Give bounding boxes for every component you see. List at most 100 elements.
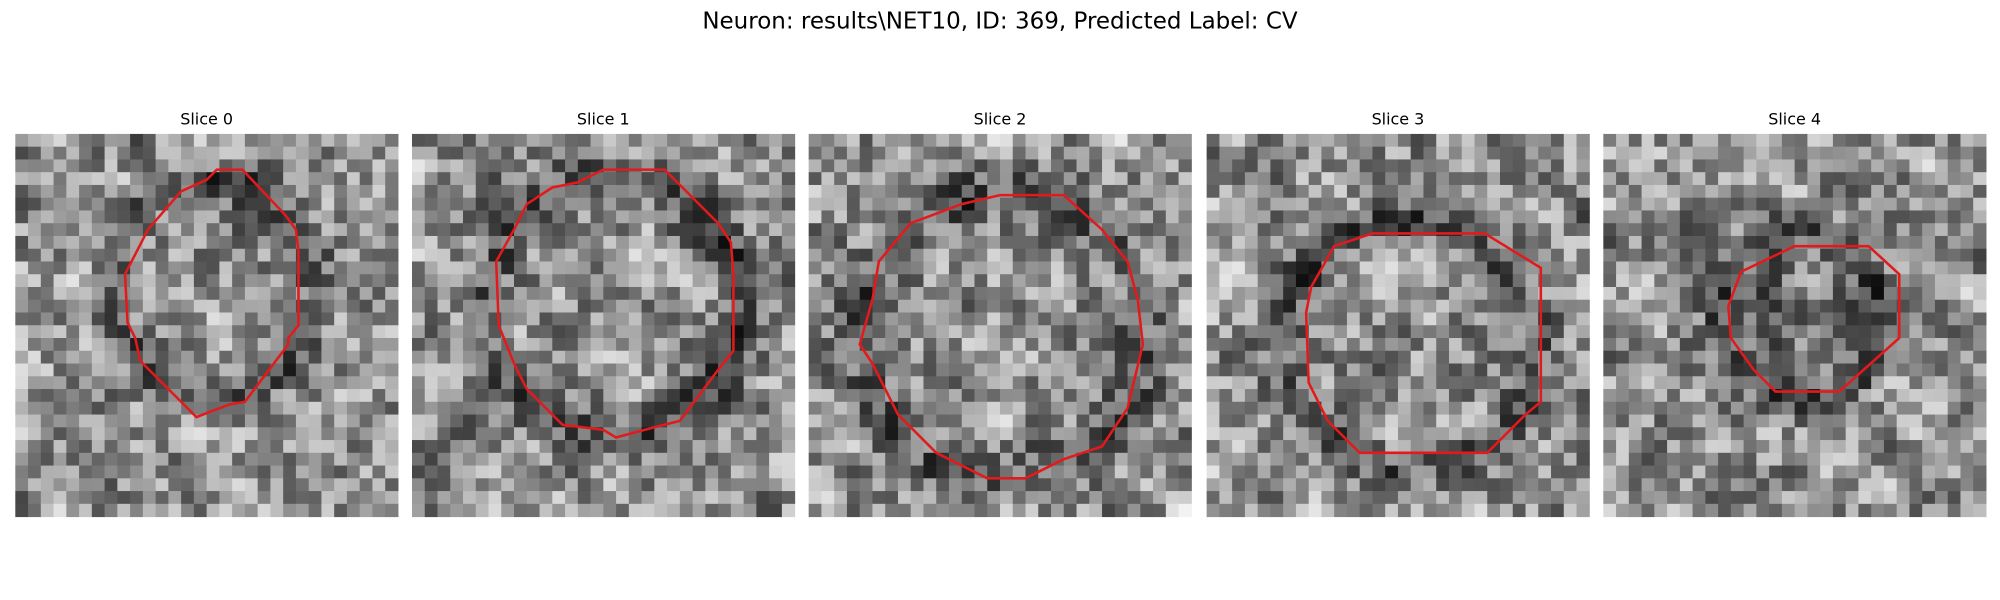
- pixel: [1270, 350, 1284, 365]
- pixel: [1295, 452, 1310, 467]
- pixel: [1410, 414, 1424, 428]
- pixel: [1718, 274, 1732, 288]
- pixel: [1667, 503, 1681, 518]
- pixel: [424, 427, 439, 441]
- pixel: [1538, 159, 1552, 173]
- pixel: [1359, 261, 1373, 275]
- pixel: [450, 133, 464, 148]
- pixel: [1257, 197, 1271, 211]
- pixel: [1896, 159, 1910, 173]
- pixel: [372, 235, 386, 250]
- pixel: [1102, 248, 1116, 262]
- pixel: [91, 325, 106, 339]
- pixel: [1781, 338, 1796, 352]
- pixel: [1679, 338, 1694, 352]
- pixel: [1500, 414, 1514, 428]
- pixel: [1756, 414, 1770, 428]
- pixel: [616, 133, 630, 148]
- pixel: [206, 389, 220, 403]
- pixel: [1165, 159, 1180, 173]
- pixel: [1512, 172, 1527, 186]
- pixel: [463, 350, 477, 365]
- pixel: [1461, 452, 1475, 467]
- pixel: [1051, 325, 1065, 339]
- pixel: [1461, 184, 1475, 199]
- pixel: [1871, 172, 1885, 186]
- pixel: [1743, 299, 1757, 314]
- pixel: [846, 235, 861, 250]
- pixel: [808, 274, 822, 288]
- pixel: [667, 286, 681, 301]
- pixel: [424, 338, 439, 352]
- pixel: [936, 389, 950, 403]
- pixel: [1705, 274, 1719, 288]
- pixel: [1165, 491, 1180, 505]
- pixel: [1089, 197, 1103, 211]
- pixel: [372, 465, 386, 479]
- pixel: [1538, 440, 1552, 454]
- pixel: [756, 350, 770, 365]
- pixel: [859, 452, 873, 467]
- pixel: [346, 172, 361, 186]
- pixel: [359, 286, 373, 301]
- pixel: [1372, 325, 1386, 339]
- pixel: [1576, 427, 1590, 441]
- pixel: [372, 274, 386, 288]
- pixel: [1038, 159, 1052, 173]
- pixel: [910, 376, 924, 390]
- pixel: [411, 363, 426, 377]
- pixel: [168, 146, 182, 160]
- pixel: [781, 491, 796, 505]
- pixel: [514, 146, 528, 160]
- pixel: [846, 376, 861, 390]
- pixel: [1025, 197, 1039, 211]
- pixel: [168, 478, 182, 492]
- pixel: [743, 274, 757, 288]
- pixel: [936, 401, 950, 416]
- pixel: [1718, 325, 1732, 339]
- pixel: [692, 261, 706, 275]
- pixel: [552, 363, 566, 377]
- pixel: [1372, 503, 1386, 518]
- pixel: [1628, 414, 1643, 428]
- pixel: [808, 184, 822, 199]
- pixel: [232, 427, 246, 441]
- pixel: [846, 197, 861, 211]
- pixel: [948, 363, 963, 377]
- pixel: [565, 427, 579, 441]
- pixel: [1372, 210, 1386, 224]
- pixel: [1832, 427, 1847, 441]
- pixel: [475, 465, 490, 479]
- pixel: [1206, 427, 1220, 441]
- pixel: [1563, 312, 1578, 326]
- pixel: [808, 172, 822, 186]
- pixel: [834, 261, 848, 275]
- pixel: [1219, 146, 1233, 160]
- pixel: [295, 478, 310, 492]
- pixel: [1756, 389, 1770, 403]
- pixel: [437, 427, 451, 441]
- pixel: [948, 503, 963, 518]
- pixel: [743, 452, 757, 467]
- pixel: [603, 401, 617, 416]
- pixel: [1436, 286, 1450, 301]
- pixel: [781, 184, 796, 199]
- pixel: [1756, 299, 1770, 314]
- pixel: [1219, 350, 1233, 365]
- pixel: [437, 312, 451, 326]
- pixel: [1165, 363, 1180, 377]
- pixel: [577, 274, 592, 288]
- pixel: [1436, 261, 1450, 275]
- pixel: [1165, 133, 1180, 148]
- pixel: [808, 248, 822, 262]
- pixel: [1538, 223, 1552, 237]
- pixel: [1076, 376, 1090, 390]
- pixel: [1051, 261, 1065, 275]
- pixel: [1603, 503, 1617, 518]
- pixel: [1794, 376, 1808, 390]
- pixel: [1114, 312, 1129, 326]
- pixel: [1283, 146, 1297, 160]
- pixel: [91, 376, 106, 390]
- pixel: [359, 363, 373, 377]
- pixel: [206, 312, 220, 326]
